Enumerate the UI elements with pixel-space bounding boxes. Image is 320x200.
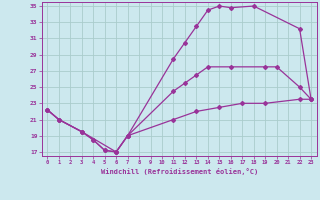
- X-axis label: Windchill (Refroidissement éolien,°C): Windchill (Refroidissement éolien,°C): [100, 168, 258, 175]
